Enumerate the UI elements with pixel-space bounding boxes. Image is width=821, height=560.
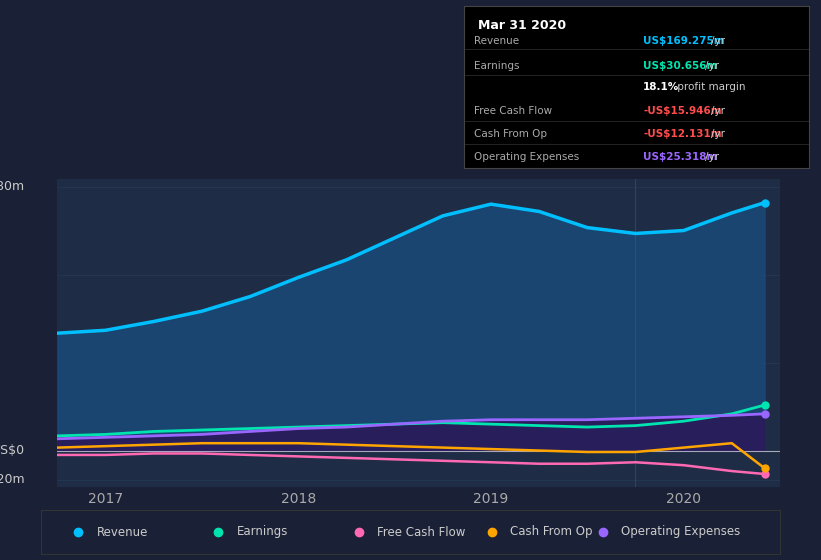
Text: Operating Expenses: Operating Expenses	[621, 525, 741, 539]
Text: Cash From Op: Cash From Op	[511, 525, 593, 539]
Text: US$0: US$0	[0, 444, 25, 457]
Text: US$180m: US$180m	[0, 180, 25, 193]
Text: /yr: /yr	[705, 152, 719, 162]
Text: -US$20m: -US$20m	[0, 473, 25, 487]
Text: Revenue: Revenue	[475, 36, 520, 46]
Text: Revenue: Revenue	[97, 525, 148, 539]
Text: -US$15.946m: -US$15.946m	[643, 106, 722, 116]
Text: US$169.275m: US$169.275m	[643, 36, 725, 46]
Text: Operating Expenses: Operating Expenses	[475, 152, 580, 162]
Text: Earnings: Earnings	[237, 525, 288, 539]
Text: 18.1%: 18.1%	[643, 82, 680, 92]
Text: profit margin: profit margin	[674, 82, 745, 92]
Text: Mar 31 2020: Mar 31 2020	[478, 18, 566, 31]
Text: Earnings: Earnings	[475, 60, 520, 71]
Text: -US$12.131m: -US$12.131m	[643, 129, 722, 139]
Text: /yr: /yr	[705, 60, 719, 71]
Text: Free Cash Flow: Free Cash Flow	[378, 525, 466, 539]
Text: /yr: /yr	[712, 36, 726, 46]
Text: /yr: /yr	[712, 106, 726, 116]
Text: US$25.318m: US$25.318m	[643, 152, 718, 162]
Text: Free Cash Flow: Free Cash Flow	[475, 106, 553, 116]
Text: US$30.656m: US$30.656m	[643, 60, 718, 71]
Text: Cash From Op: Cash From Op	[475, 129, 548, 139]
Text: /yr: /yr	[712, 129, 726, 139]
